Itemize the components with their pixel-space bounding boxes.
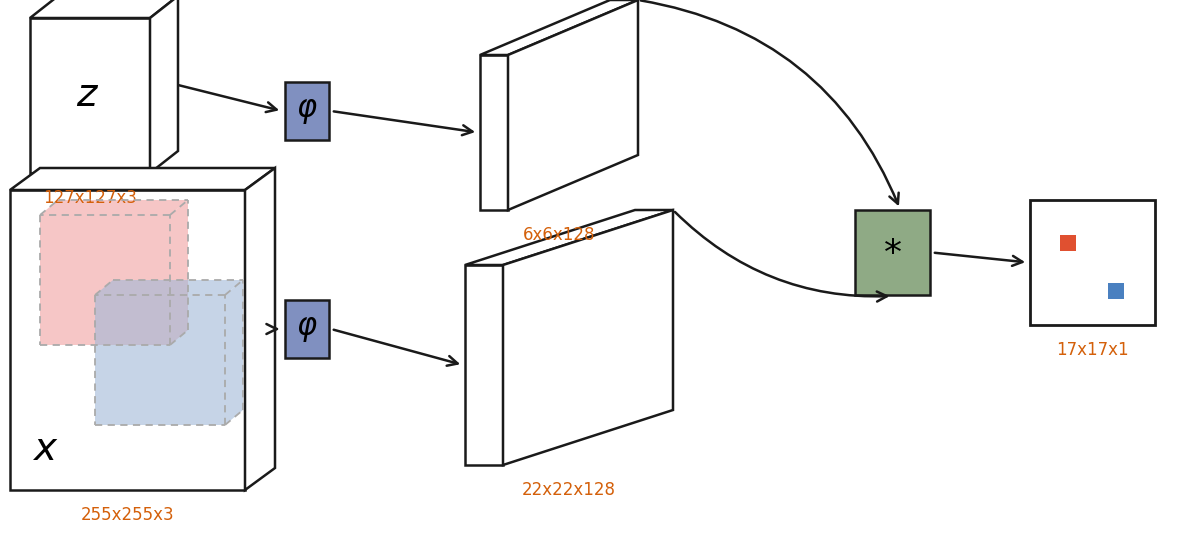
FancyArrowPatch shape bbox=[641, 1, 899, 204]
Text: $x$: $x$ bbox=[32, 432, 59, 469]
Polygon shape bbox=[245, 168, 275, 490]
Polygon shape bbox=[30, 0, 178, 18]
Bar bbox=[1030, 200, 1156, 325]
Polygon shape bbox=[480, 55, 508, 210]
Polygon shape bbox=[170, 200, 188, 345]
Polygon shape bbox=[480, 0, 638, 55]
Polygon shape bbox=[465, 210, 673, 265]
Bar bbox=[854, 210, 930, 295]
Polygon shape bbox=[10, 168, 275, 190]
Polygon shape bbox=[10, 190, 245, 490]
Text: 127x127x3: 127x127x3 bbox=[43, 189, 137, 207]
Polygon shape bbox=[151, 0, 178, 173]
Text: 255x255x3: 255x255x3 bbox=[81, 506, 174, 524]
Bar bbox=[284, 82, 329, 140]
Text: $\varphi$: $\varphi$ bbox=[296, 95, 318, 126]
Bar bbox=[1060, 235, 1076, 251]
Text: 6x6x128: 6x6x128 bbox=[522, 226, 595, 244]
Polygon shape bbox=[39, 200, 188, 215]
Polygon shape bbox=[503, 210, 673, 465]
Text: 22x22x128: 22x22x128 bbox=[522, 481, 615, 499]
Polygon shape bbox=[508, 0, 638, 210]
Polygon shape bbox=[225, 280, 243, 425]
Polygon shape bbox=[39, 215, 170, 345]
Text: $*$: $*$ bbox=[883, 235, 902, 269]
Text: $\varphi$: $\varphi$ bbox=[296, 314, 318, 345]
Text: $z$: $z$ bbox=[76, 77, 99, 114]
Bar bbox=[1108, 283, 1124, 299]
Polygon shape bbox=[30, 18, 151, 173]
Bar bbox=[284, 300, 329, 358]
FancyArrowPatch shape bbox=[675, 212, 887, 301]
Polygon shape bbox=[94, 280, 243, 295]
Text: 17x17x1: 17x17x1 bbox=[1056, 341, 1129, 359]
Polygon shape bbox=[94, 295, 225, 425]
Polygon shape bbox=[465, 265, 503, 465]
